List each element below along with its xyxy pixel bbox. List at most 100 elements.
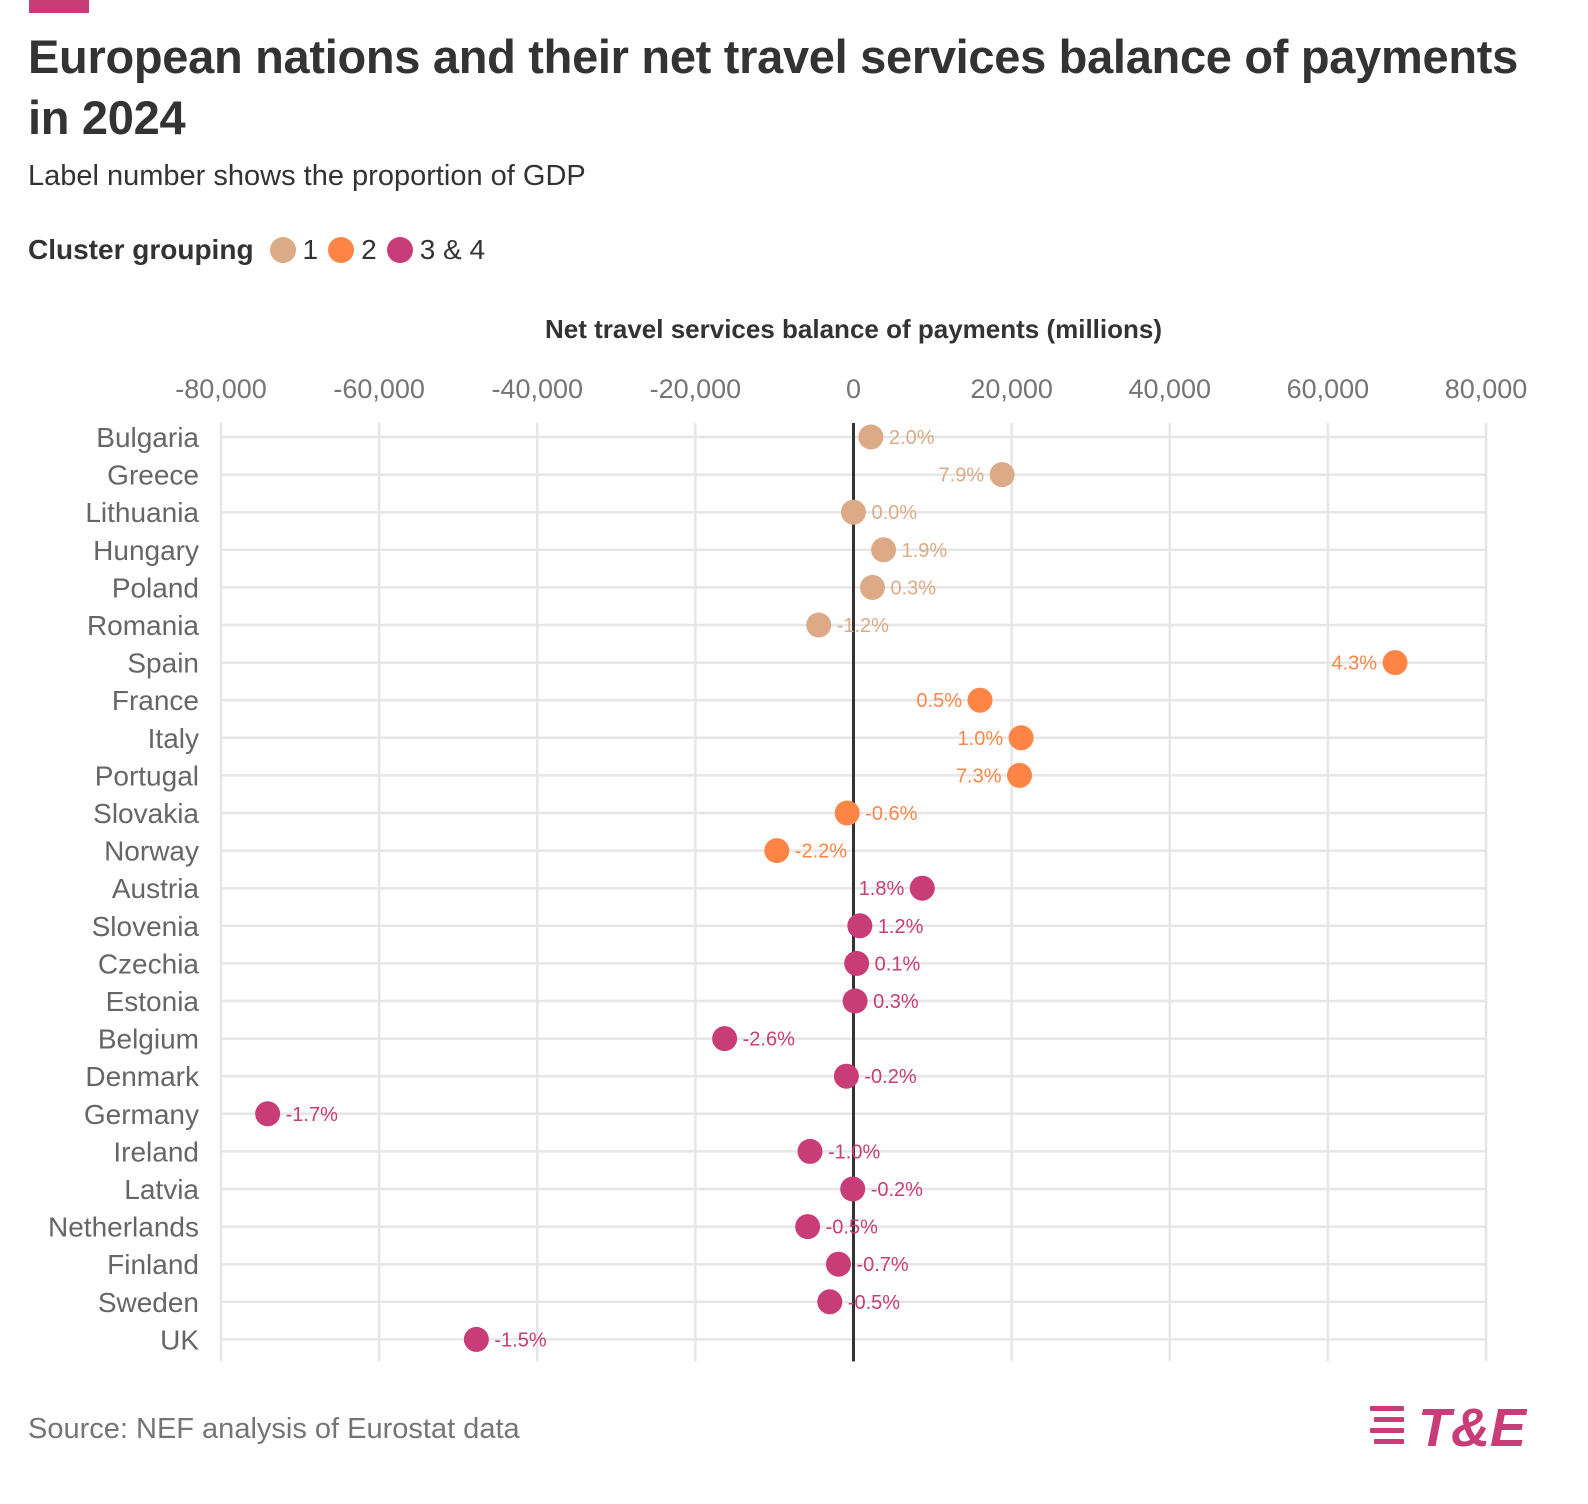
y-category-label: Czechia — [98, 948, 200, 979]
data-point — [859, 574, 885, 600]
data-label: 1.2% — [878, 916, 924, 938]
data-label: 0.5% — [916, 690, 962, 712]
data-label: -0.7% — [856, 1254, 908, 1276]
dot-plot-chart: Net travel services balance of payments … — [48, 314, 1528, 1362]
data-label: -1.5% — [494, 1329, 546, 1351]
data-point — [842, 988, 868, 1014]
legend-item-1: 1 — [269, 234, 319, 266]
y-category-label: Hungary — [93, 535, 199, 566]
data-label: -1.7% — [286, 1104, 338, 1126]
data-point — [1007, 762, 1033, 788]
data-point — [871, 537, 897, 563]
legend-item-2: 2 — [328, 234, 377, 266]
y-category-label: Romania — [87, 610, 199, 641]
legend-label-2: 2 — [361, 234, 377, 265]
data-point — [858, 424, 884, 450]
y-category-label: Bulgaria — [96, 422, 199, 453]
data-point — [967, 687, 993, 713]
y-category-label: UK — [160, 1324, 199, 1355]
legend-label-1: 1 — [302, 234, 319, 265]
y-category-label: Greece — [107, 460, 199, 491]
data-label: -2.2% — [795, 841, 847, 863]
legend-label-3-4: 3 & 4 — [419, 234, 486, 265]
data-label: 7.3% — [956, 765, 1002, 787]
y-category-label: Sweden — [98, 1287, 199, 1318]
y-category-label: Estonia — [106, 986, 200, 1017]
data-label: 1.8% — [859, 878, 905, 900]
data-point — [764, 838, 790, 864]
data-label: -2.6% — [743, 1029, 795, 1051]
data-point — [806, 612, 832, 638]
data-point — [833, 1063, 859, 1089]
chart-title: European nations and their net travel se… — [28, 30, 1518, 144]
data-point — [712, 1026, 738, 1052]
x-tick-label: 60,000 — [1287, 374, 1370, 404]
data-label: 4.3% — [1331, 653, 1377, 675]
data-point — [847, 913, 873, 939]
legend-item-3-4: 3 & 4 — [386, 234, 486, 266]
data-point — [840, 1176, 866, 1202]
y-category-label: France — [112, 685, 199, 716]
data-label: -1.2% — [837, 615, 889, 637]
chart-subtitle: Label number shows the proportion of GDP — [28, 160, 586, 192]
y-category-label: Latvia — [124, 1174, 199, 1205]
data-label: 2.0% — [889, 427, 935, 449]
data-point — [1382, 650, 1408, 676]
x-tick-label: 40,000 — [1128, 374, 1211, 404]
y-category-label: Norway — [104, 836, 199, 867]
x-tick-label: 80,000 — [1445, 374, 1528, 404]
source-note: Source: NEF analysis of Eurostat data — [28, 1413, 520, 1445]
data-label: 0.1% — [875, 953, 921, 975]
x-axis-title: Net travel services balance of payments … — [545, 314, 1162, 344]
y-category-label: Lithuania — [85, 497, 199, 528]
x-tick-label: -80,000 — [175, 374, 267, 404]
data-point — [797, 1138, 823, 1164]
x-tick-label: -60,000 — [333, 374, 425, 404]
y-category-label: Portugal — [95, 760, 199, 791]
y-category-label: Denmark — [85, 1061, 200, 1092]
y-category-label: Spain — [127, 648, 199, 679]
te-logo: T&E — [1370, 1400, 1528, 1456]
data-point — [795, 1214, 821, 1240]
data-point — [989, 462, 1015, 488]
y-category-label: Austria — [112, 873, 200, 904]
y-category-label: Ireland — [113, 1136, 199, 1167]
y-category-label: Italy — [148, 723, 199, 754]
y-category-label: Slovenia — [92, 911, 200, 942]
data-label: -0.6% — [865, 803, 917, 825]
data-label: 7.9% — [939, 465, 985, 487]
legend-title: Cluster grouping — [28, 234, 254, 265]
x-tick-label: -40,000 — [491, 374, 583, 404]
data-label: -0.2% — [871, 1179, 923, 1201]
legend: Cluster grouping 1 2 3 & 4 — [28, 230, 495, 270]
data-point — [909, 875, 935, 901]
logo-text: T&E — [1418, 1400, 1528, 1456]
data-label: 0.3% — [873, 991, 919, 1013]
data-point — [817, 1289, 843, 1315]
data-label: 0.3% — [890, 577, 936, 599]
data-label: -1.0% — [828, 1141, 880, 1163]
data-point — [844, 950, 870, 976]
data-point — [463, 1326, 489, 1352]
y-category-label: Poland — [112, 572, 199, 603]
data-label: -0.5% — [826, 1217, 878, 1239]
y-category-label: Slovakia — [93, 798, 199, 829]
y-category-label: Germany — [84, 1099, 199, 1130]
y-category-label: Finland — [107, 1249, 199, 1280]
data-label: -0.2% — [864, 1066, 916, 1088]
data-point — [1008, 725, 1034, 751]
y-category-label: Belgium — [98, 1024, 199, 1055]
data-point — [834, 800, 860, 826]
data-point — [841, 499, 866, 525]
data-label: 0.0% — [872, 502, 918, 524]
x-tick-label: 0 — [846, 374, 861, 404]
brand-accent-bar — [29, 0, 89, 13]
data-point — [825, 1251, 851, 1277]
data-label: 1.9% — [902, 540, 948, 562]
y-category-label: Netherlands — [48, 1212, 199, 1243]
x-tick-label: 20,000 — [970, 374, 1053, 404]
x-tick-label: -20,000 — [650, 374, 742, 404]
legend-dot-2 — [328, 237, 355, 263]
legend-dot-3-4 — [386, 237, 413, 263]
data-label: -0.5% — [848, 1292, 900, 1314]
